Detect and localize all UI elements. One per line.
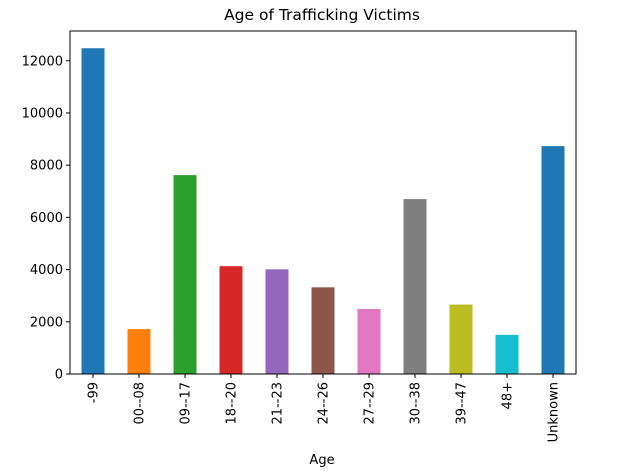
y-tick-label: 4000 bbox=[30, 263, 63, 278]
bar-24--26 bbox=[311, 287, 335, 374]
x-tick-label: 39--47 bbox=[455, 382, 470, 424]
x-tick-label: 18--20 bbox=[225, 382, 240, 424]
y-tick-label: 2000 bbox=[30, 315, 63, 330]
y-tick-label: 12000 bbox=[22, 54, 63, 69]
bar-18--20 bbox=[219, 266, 243, 374]
plot-frame bbox=[69, 30, 577, 375]
x-tick-label: -99 bbox=[87, 382, 102, 403]
y-tick-label: 8000 bbox=[30, 159, 63, 174]
y-tick-label: 10000 bbox=[22, 106, 63, 121]
bar-27--29 bbox=[357, 309, 381, 374]
bar-09--17 bbox=[173, 175, 197, 374]
x-tick-label: 30--38 bbox=[409, 382, 424, 424]
bars-group bbox=[81, 48, 565, 375]
bar-48+ bbox=[495, 334, 519, 374]
y-tick-label: 6000 bbox=[30, 211, 63, 226]
y-tick-label: 0 bbox=[55, 368, 63, 383]
bar-30--38 bbox=[403, 199, 427, 374]
x-tick-label: 00--08 bbox=[133, 382, 148, 424]
chart-title: Age of Trafficking Victims bbox=[224, 6, 420, 24]
x-tick-label: 27--29 bbox=[363, 382, 378, 424]
x-axis: -99 00--08 09--17 18--20 21--23 24--26 27--29 3… bbox=[87, 374, 562, 442]
bar-Unknown bbox=[541, 146, 565, 374]
x-tick-label: 48+ bbox=[501, 382, 516, 409]
x-tick-label: Unknown bbox=[547, 382, 562, 442]
bar-21--23 bbox=[265, 269, 289, 374]
x-tick-label: 21--23 bbox=[271, 382, 286, 424]
x-tick-label: 24--26 bbox=[317, 382, 332, 424]
y-axis: 0 2000 4000 6000 8000 10000 12000 bbox=[22, 54, 70, 383]
bar-39--47 bbox=[449, 304, 473, 374]
bar--99 bbox=[81, 48, 105, 375]
x-tick-label: 09--17 bbox=[179, 382, 194, 424]
x-axis-label: Age bbox=[309, 453, 334, 468]
bar-00--08 bbox=[127, 329, 151, 374]
